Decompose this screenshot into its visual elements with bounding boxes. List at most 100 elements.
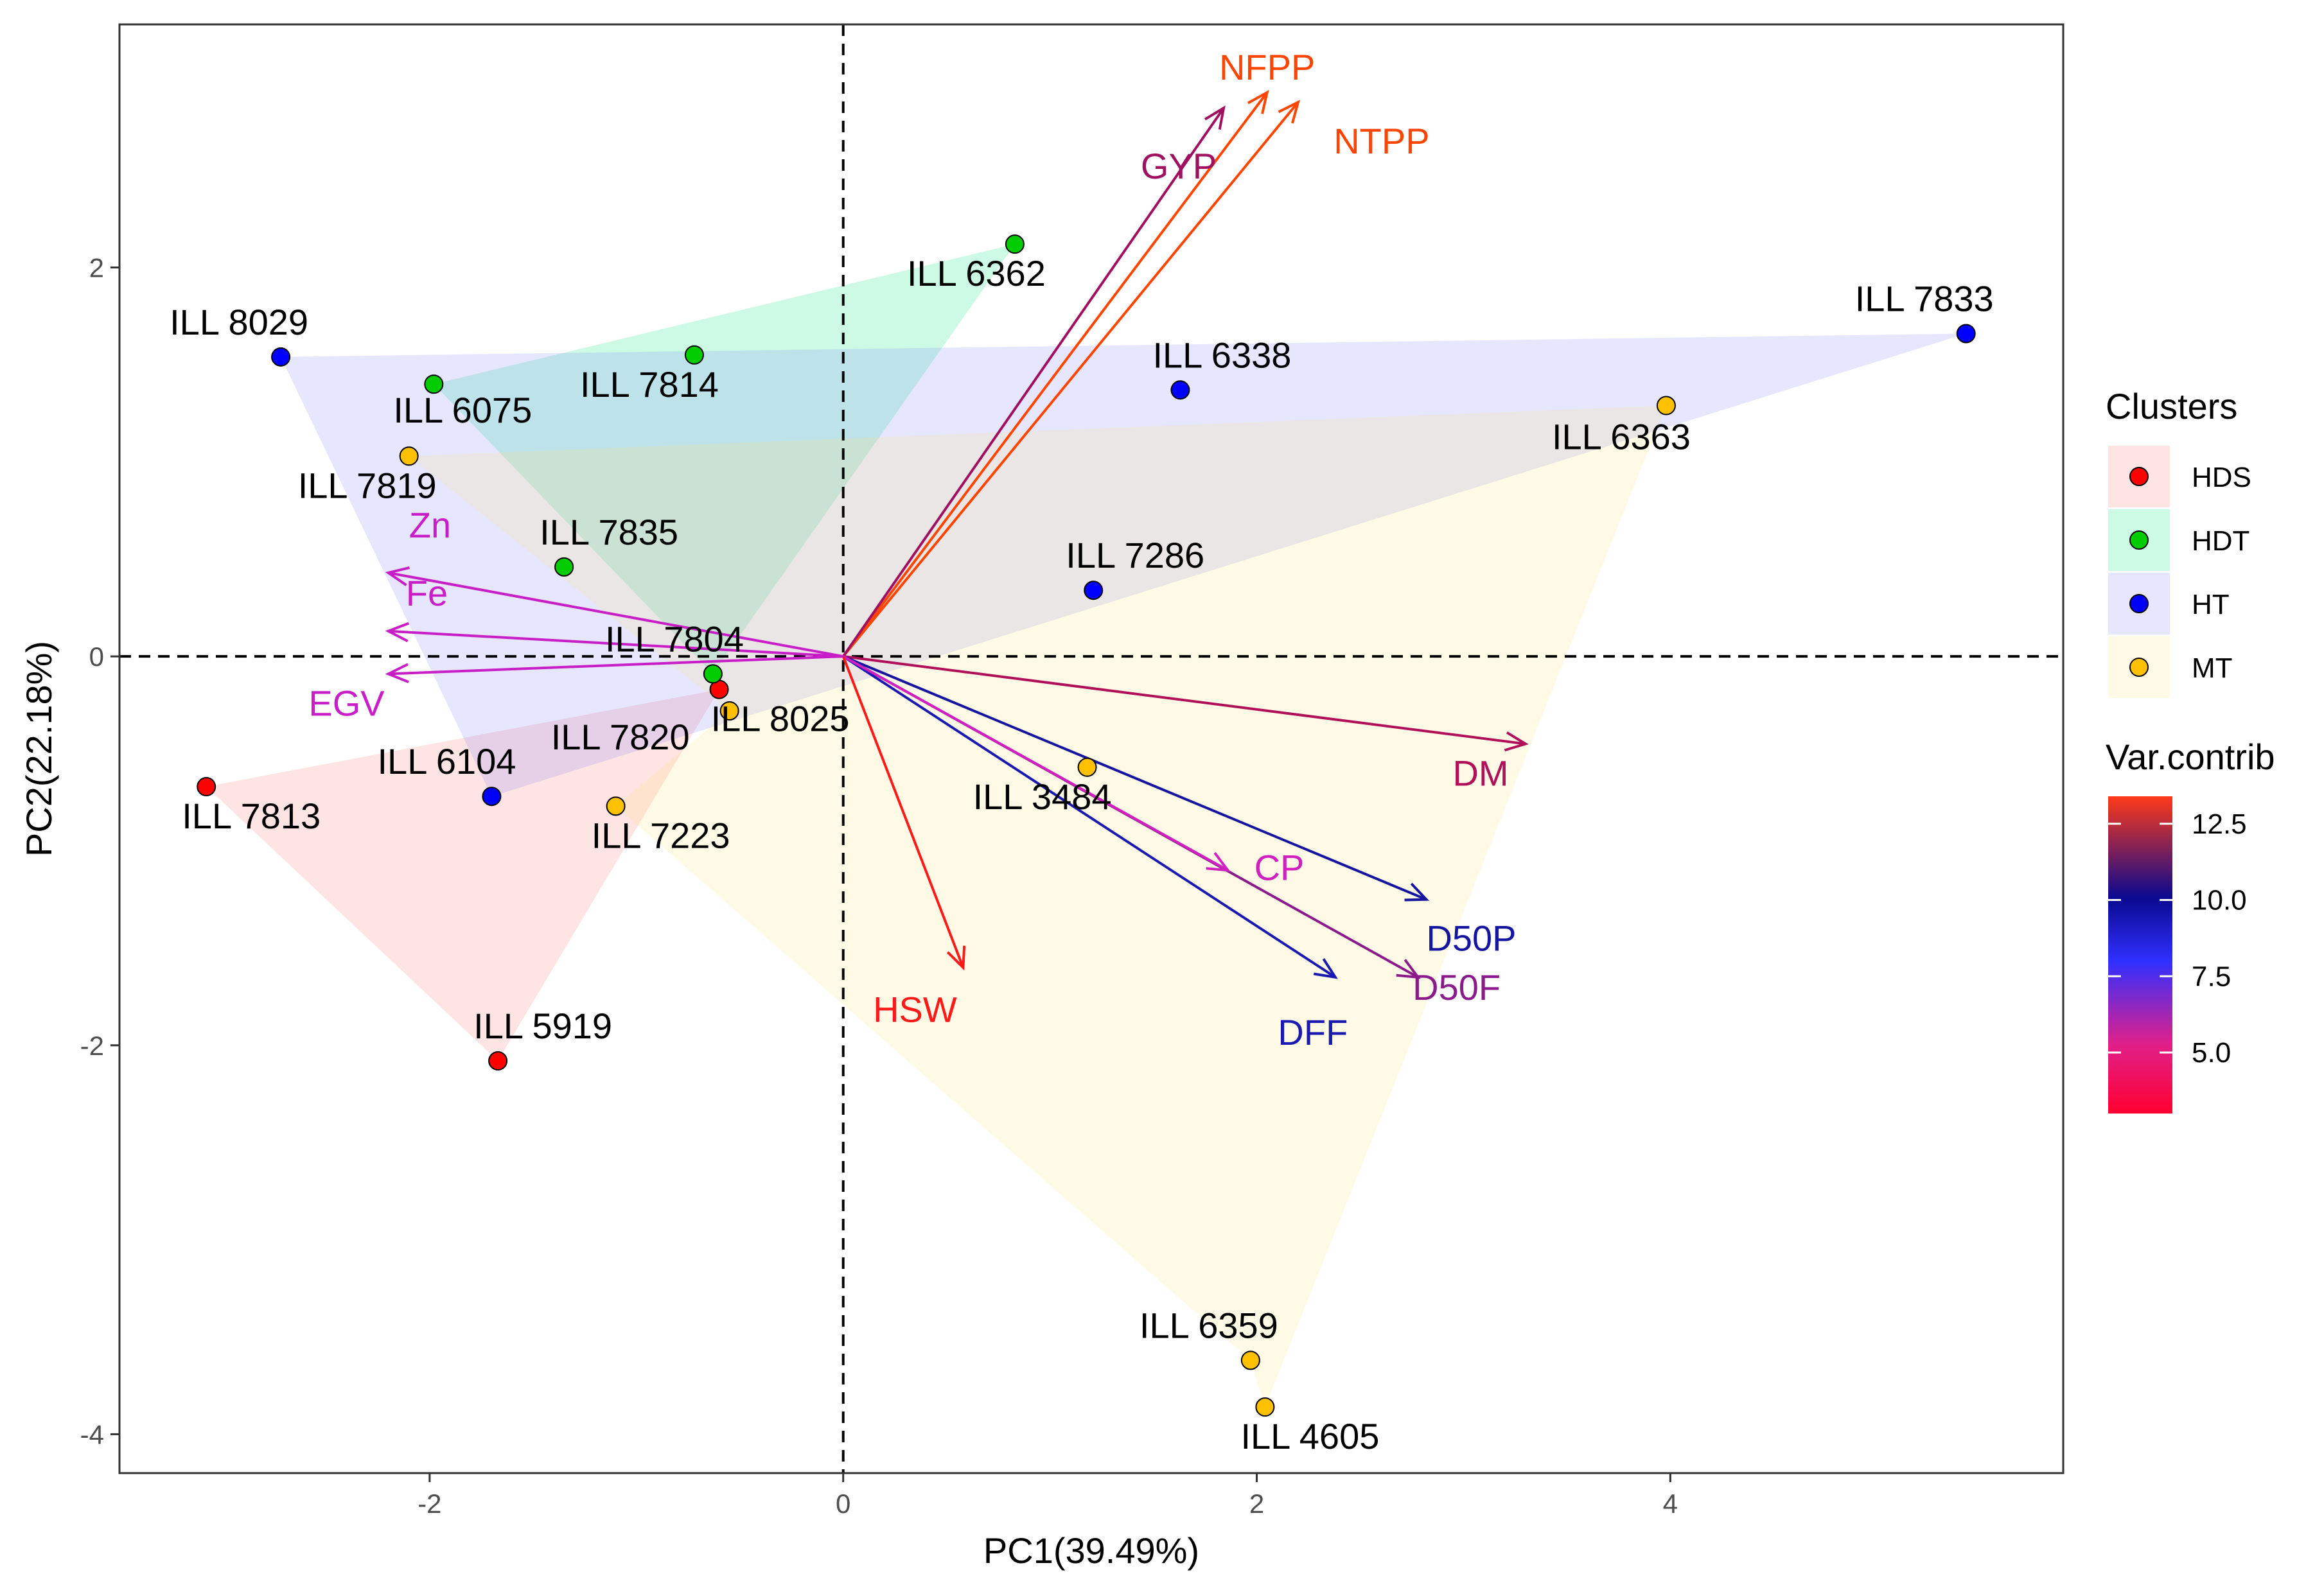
arrow-shaft-fe	[388, 629, 843, 658]
point-ill-7813	[197, 777, 216, 797]
point-ill-5919	[488, 1051, 508, 1071]
colorbar-tick-label: 7.5	[2192, 961, 2231, 992]
legend-key-label: MT	[2192, 652, 2233, 684]
point-ill-7804	[703, 664, 723, 684]
hull-hdt	[434, 244, 1015, 674]
arrow-shaft-dff	[842, 655, 1336, 979]
point-label-ill-6338: ILL 6338	[1152, 335, 1291, 375]
point-ill-6075	[424, 374, 444, 394]
point-ill-7286	[1084, 581, 1104, 600]
y-axis-ticks: -4 -2 0 2	[80, 253, 119, 1449]
legend-cluster-keys: HDS HDT HT MT	[2108, 446, 2251, 698]
arrow-head-nfpp	[1247, 90, 1269, 114]
legend-key-dot	[2129, 530, 2149, 550]
arrow-shaft-d50p	[842, 655, 1427, 901]
point-label-ill-6363: ILL 6363	[1552, 417, 1691, 457]
point-ill-7819	[399, 446, 419, 466]
variable-arrows	[385, 90, 1529, 979]
y-tick-label: 2	[89, 253, 104, 283]
legend-contrib-ticks: 12.5 10.0 7.5 5.0	[2108, 808, 2247, 1069]
arrow-head-egv	[385, 663, 409, 683]
point-label-ill-4605: ILL 4605	[1240, 1416, 1379, 1456]
variable-label-ntpp: NTPP	[1334, 121, 1429, 161]
x-tick-label: -2	[418, 1489, 441, 1519]
reference-lines	[119, 24, 2063, 1473]
point-ill-7223	[606, 796, 626, 816]
arrow-head-cp	[1206, 852, 1231, 872]
arrow-shaft-dm	[843, 655, 1526, 746]
arrow-shaft-hsw	[841, 656, 965, 968]
point-label-ill-7814: ILL 7814	[580, 364, 719, 405]
point-label-ill-7819: ILL 7819	[298, 465, 437, 505]
sample-points	[197, 234, 1976, 1417]
x-axis-ticks: -2 0 2 4	[418, 1473, 1678, 1519]
arrow-head-d50p	[1404, 882, 1430, 902]
point-label-ill-7813: ILL 7813	[182, 796, 321, 836]
point-label-ill-3484: ILL 3484	[973, 776, 1112, 817]
y-axis-title: PC2(22.18%)	[19, 641, 59, 857]
point-ill-6359	[1240, 1350, 1260, 1370]
point-label-ill-7833: ILL 7833	[1855, 278, 1994, 319]
arrow-shaft-zn	[388, 571, 844, 658]
legend-key-hdt: HDT	[2108, 509, 2249, 571]
variable-label-cp: CP	[1254, 847, 1305, 887]
point-label-ill-6359: ILL 6359	[1140, 1305, 1278, 1345]
plot-panel	[119, 24, 2063, 1473]
legend-contrib-colorbar	[2108, 796, 2172, 1114]
variable-label-dm: DM	[1452, 753, 1508, 793]
point-label-ill-7286: ILL 7286	[1066, 535, 1204, 575]
arrow-cp	[842, 655, 1231, 872]
variable-label-nfpp: NFPP	[1219, 47, 1315, 87]
legend-key-label: HT	[2192, 589, 2230, 620]
colorbar-tick-label: 10.0	[2192, 885, 2247, 916]
x-tick-label: 0	[836, 1489, 850, 1519]
variable-labels: NFPP NTPP GYP DM D50P D50F DFF CP HSW Zn Fe EGV	[308, 47, 1516, 1053]
variable-label-d50p: D50P	[1426, 918, 1516, 959]
point-ill-7833	[1956, 324, 1976, 344]
point-label-ill-6104: ILL 6104	[377, 741, 516, 782]
colorbar-tick-label: 5.0	[2192, 1037, 2231, 1069]
point-ill-6362	[1005, 234, 1025, 254]
panel-border	[118, 23, 2064, 1474]
point-label-ill-6362: ILL 6362	[907, 253, 1046, 293]
arrow-head-dff	[1313, 958, 1338, 979]
arrow-shaft-egv	[388, 655, 843, 676]
legend-key-dot	[2129, 594, 2149, 613]
arrow-shaft-ntpp	[842, 101, 1299, 658]
point-label-ill-7223: ILL 7223	[592, 815, 730, 855]
y-tick-label: -2	[80, 1031, 104, 1061]
arrow-head-gyp	[1204, 105, 1226, 130]
legend-key-ht: HT	[2108, 573, 2230, 634]
arrow-head-ntpp	[1278, 100, 1301, 124]
y-tick-label: -4	[80, 1419, 104, 1449]
point-ill-3484	[1077, 757, 1097, 777]
colorbar-tick-label: 12.5	[2192, 808, 2247, 840]
point-label-ill-8029: ILL 8029	[170, 302, 308, 342]
legend-key-label: HDS	[2192, 462, 2251, 493]
arrow-hsw	[841, 656, 966, 971]
arrow-shaft-nfpp	[842, 91, 1269, 658]
point-label-ill-7820: ILL 7820	[551, 717, 690, 757]
point-ill-7814	[684, 345, 704, 365]
arrow-head-d50f	[1396, 959, 1421, 979]
arrow-fe	[385, 622, 843, 658]
arrow-zn	[385, 566, 844, 658]
point-ill-4605	[1255, 1397, 1275, 1417]
point-label-ill-6075: ILL 6075	[393, 390, 532, 430]
arrow-shaft-cp	[842, 655, 1229, 872]
legend-key-dot	[2129, 467, 2149, 486]
arrow-ntpp	[842, 100, 1301, 658]
legend-key-label: HDT	[2192, 525, 2249, 557]
arrow-egv	[385, 655, 843, 683]
arrow-head-dm	[1504, 731, 1529, 752]
legend-clusters-title: Clusters	[2106, 386, 2237, 426]
point-ill-7835	[554, 557, 574, 577]
x-tick-label: 4	[1663, 1489, 1678, 1519]
point-ill-8029	[271, 347, 291, 367]
arrow-head-fe	[385, 622, 409, 643]
variable-label-dff: DFF	[1278, 1012, 1348, 1053]
hull-ht	[281, 333, 1966, 797]
arrow-shaft-gyp	[842, 107, 1225, 658]
point-ill-6363	[1656, 396, 1676, 415]
